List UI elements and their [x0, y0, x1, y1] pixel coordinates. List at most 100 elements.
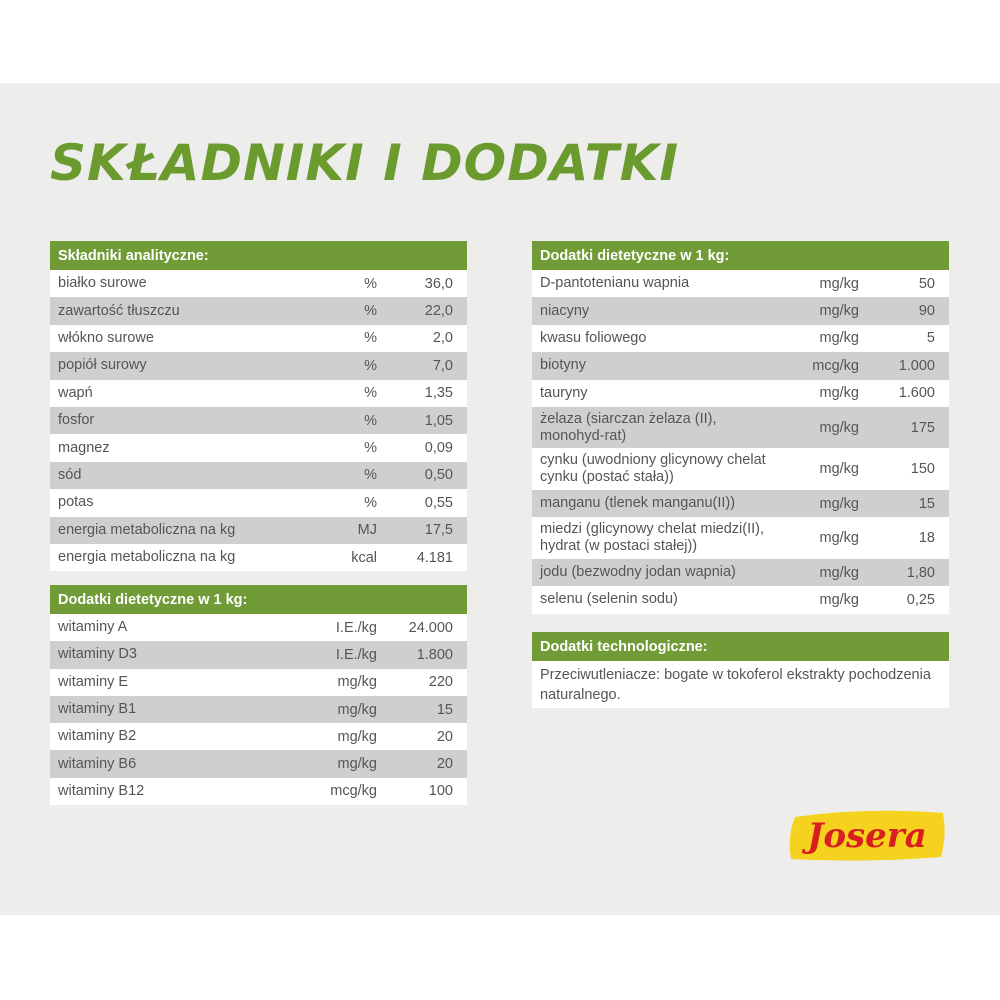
row-value: 0,25 [906, 591, 935, 608]
row-name: sód [58, 466, 82, 483]
analytical-table: Składniki analityczne: białko surowe% 36,… [50, 241, 467, 572]
row-name: selenu (selenin sodu) [540, 591, 678, 608]
row-name: D-pantotenianu wapnia [540, 275, 690, 292]
table-row: miedzi (glicynowy chelat miedzi(II), hyd… [532, 517, 949, 559]
row-value: 24.000 [408, 619, 453, 636]
row-value: 0,09 [424, 440, 453, 457]
row-name: witaminy B2 [58, 728, 137, 745]
table-row: witaminy D3 I.E./kg 1.800 [50, 641, 467, 669]
row-value: 220 [428, 674, 453, 691]
technological-text: Przeciwutleniacze: bogate w tokoferol ek… [532, 661, 949, 708]
row-value: 1.000 [898, 357, 935, 374]
row-unit: % [364, 303, 377, 320]
row-name: biotyny [540, 357, 586, 374]
row-value: 1,35 [424, 385, 453, 402]
table-row: tauryny mg/kg 1.600 [532, 379, 949, 407]
table-row: selenu (selenin sodu) mg/kg 0,25 [532, 586, 949, 614]
row-value: 1.600 [898, 385, 935, 402]
row-unit: mcg/kg [812, 357, 859, 374]
table-row: fosfor% 1,05 [50, 406, 467, 435]
table-row: popiół surowy% 7,0 [50, 352, 467, 380]
row-unit: kcal [351, 549, 377, 566]
vitamins-table-header: Dodatki dietetyczne w 1 kg: [50, 585, 467, 614]
table-row: włókno surowe% 2,0 [50, 324, 467, 353]
row-name: żelaza (siarczan żelaza (II), monohyd-ra… [540, 410, 717, 444]
row-unit: mg/kg [819, 495, 860, 512]
table-row: witaminy B2 mg/kg 20 [50, 723, 467, 751]
table-row: witaminy E mg/kg 220 [50, 668, 467, 696]
row-unit: mg/kg [337, 728, 378, 745]
table-row: cynku (uwodniony glicynowy chelat cynku … [532, 448, 949, 490]
row-unit: mg/kg [819, 530, 860, 547]
table-row: witaminy B1 mg/kg 15 [50, 695, 467, 724]
technological-table-header: Dodatki technologiczne: [532, 632, 949, 661]
row-value: 2,0 [432, 330, 453, 347]
row-name: włókno surowe [58, 329, 154, 346]
table-row: witaminy B6 mg/kg 20 [50, 750, 467, 778]
row-unit: mg/kg [337, 701, 378, 718]
table-row: wapń% 1,35 [50, 379, 467, 407]
row-name: tauryny [540, 384, 588, 401]
row-value: 20 [436, 728, 453, 745]
table-row: sód% 0,50 [50, 461, 467, 490]
row-unit: mcg/kg [330, 783, 377, 800]
row-name: witaminy A [58, 619, 128, 636]
table-row: manganu (tlenek manganu(II)) mg/kg 15 [532, 489, 949, 518]
row-value: 17,5 [424, 522, 453, 539]
row-value: 1,80 [906, 564, 935, 581]
row-value: 90 [918, 303, 935, 320]
row-name: magnez [58, 439, 110, 456]
row-name: jodu (bezwodny jodan wapnia) [540, 564, 736, 581]
row-value: 15 [918, 495, 935, 512]
technological-table: Dodatki technologiczne: Przeciwutleniacz… [532, 632, 949, 708]
table-row: energia metaboliczna na kg MJ 17,5 [50, 516, 467, 544]
row-value: 0,50 [424, 467, 453, 484]
row-name: popiół surowy [58, 357, 147, 374]
row-name: energia metaboliczna na kg [58, 521, 236, 538]
row-name: niacyny [540, 302, 590, 319]
logo-text: Josera [801, 816, 926, 856]
table-row: kwasu foliowego mg/kg 5 [532, 324, 949, 353]
table-row: żelaza (siarczan żelaza (II), monohyd-ra… [532, 406, 949, 449]
row-value: 1.800 [416, 646, 453, 663]
row-name: wapń [58, 384, 93, 401]
row-unit: MJ [357, 522, 377, 539]
josera-logo: Josera [789, 810, 945, 861]
row-unit: % [364, 385, 377, 402]
row-unit: mg/kg [337, 674, 378, 691]
row-value: 15 [436, 701, 453, 718]
row-unit: % [364, 330, 377, 347]
row-unit: mg/kg [819, 330, 860, 347]
row-value: 100 [428, 783, 453, 800]
row-unit: mg/kg [819, 461, 860, 478]
logo-background-shape [789, 810, 945, 861]
table-row: niacyny mg/kg 90 [532, 297, 949, 325]
row-unit: mg/kg [819, 303, 860, 320]
row-name: kwasu foliowego [540, 329, 647, 346]
row-unit: % [364, 440, 377, 457]
additives-table-header: Dodatki dietetyczne w 1 kg: [532, 241, 949, 270]
row-unit: mg/kg [819, 564, 860, 581]
row-value: 0,55 [424, 494, 453, 511]
row-unit: mg/kg [819, 385, 860, 402]
row-name: fosfor [58, 412, 95, 429]
row-value: 50 [918, 275, 935, 292]
row-name: zawartość tłuszczu [58, 302, 180, 319]
vitamins-table: Dodatki dietetyczne w 1 kg: witaminy A I.… [50, 585, 467, 806]
row-name: witaminy B12 [58, 782, 145, 799]
row-unit: % [364, 275, 377, 292]
table-row: witaminy A I.E./kg 24.000 [50, 614, 467, 642]
table-row: biotyny mcg/kg 1.000 [532, 352, 949, 380]
table-row: jodu (bezwodny jodan wapnia) mg/kg 1,80 [532, 558, 949, 587]
row-name: białko surowe [58, 275, 147, 292]
table-row: energia metaboliczna na kg kcal 4.181 [50, 543, 467, 572]
row-value: 175 [910, 419, 935, 436]
analytical-table-header: Składniki analityczne: [50, 241, 467, 270]
row-value: 7,0 [432, 357, 453, 374]
row-unit: mg/kg [337, 756, 378, 773]
table-row: witaminy B12 mcg/kg 100 [50, 777, 467, 806]
row-unit: I.E./kg [335, 646, 377, 663]
row-name: cynku (uwodniony glicynowy chelat cynku … [540, 452, 766, 486]
table-row: zawartość tłuszczu% 22,0 [50, 297, 467, 325]
additives-table: Dodatki dietetyczne w 1 kg: D-pantotenia… [532, 241, 949, 614]
